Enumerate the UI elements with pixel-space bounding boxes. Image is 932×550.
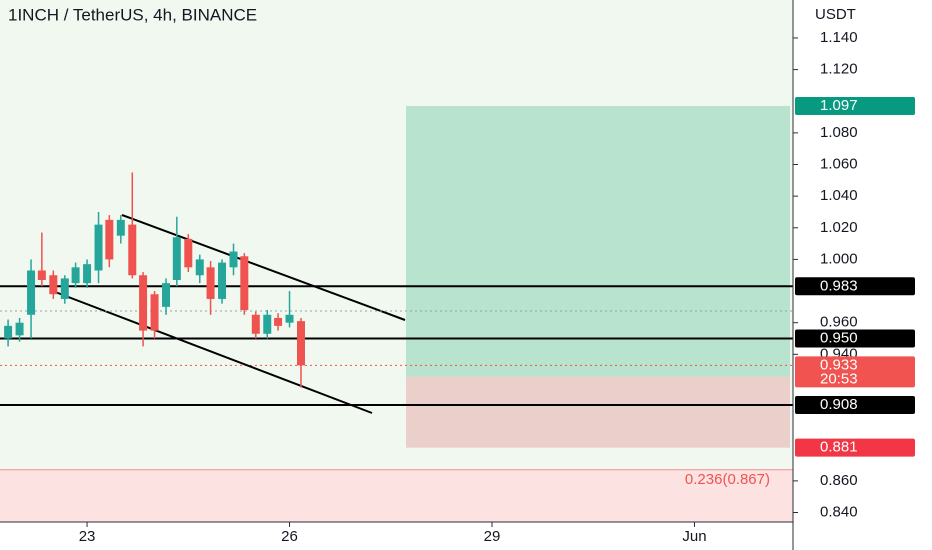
candle-body: [128, 224, 137, 276]
candle-body: [71, 267, 80, 284]
stop-tag: [795, 438, 915, 457]
position-profit-zone: [406, 105, 790, 377]
time-axis: [0, 522, 793, 550]
candle-body: [105, 219, 114, 260]
y-tick-label: 1.120: [820, 61, 858, 78]
y-tick-label: 1.080: [820, 124, 858, 141]
level-tag-label: 0.950: [820, 329, 858, 346]
candle-body: [274, 317, 283, 326]
level-tag: [795, 395, 915, 414]
candle-body: [37, 270, 46, 280]
x-tick-label: 23: [79, 528, 96, 545]
last-price-tag-label: 0.933: [820, 356, 858, 373]
candle-body: [162, 283, 171, 307]
candle-body: [60, 278, 69, 299]
candle-body: [4, 325, 13, 339]
stop-tag-label: 0.881: [820, 439, 858, 456]
trend-line-lower: [49, 289, 373, 414]
level-tag-label: 0.983: [820, 277, 858, 294]
trend-line-upper: [121, 214, 406, 321]
candle-body: [229, 251, 238, 268]
level-tag: [795, 329, 915, 348]
position-loss-zone: [406, 376, 790, 448]
candle-body: [27, 270, 36, 315]
x-tick-label: 26: [281, 528, 298, 545]
candle-body: [150, 294, 159, 331]
candle-body: [251, 314, 260, 334]
x-tick-label: Jun: [682, 528, 706, 545]
candle-body: [285, 314, 294, 323]
candle-body: [195, 259, 204, 276]
candle-body: [15, 322, 24, 336]
target-tag: [795, 96, 915, 115]
candle-body: [263, 314, 272, 334]
level-tag-label: 0.908: [820, 396, 858, 413]
target-tag-label: 1.097: [820, 97, 858, 114]
chart-title: 1INCH / TetherUS, 4h, BINANCE: [8, 5, 257, 24]
fib-zone: [0, 469, 793, 522]
candle-body: [184, 238, 193, 268]
candle-body: [240, 256, 249, 311]
candle-body: [94, 224, 103, 271]
y-tick-label: 1.020: [820, 219, 858, 236]
x-tick-label: 29: [484, 528, 501, 545]
candle-body: [49, 275, 58, 295]
y-tick-label: 0.860: [820, 472, 858, 489]
candle-body: [206, 267, 215, 299]
y-tick-label: 1.060: [820, 155, 858, 172]
candle-body: [139, 275, 148, 331]
y-tick-label: 1.040: [820, 187, 858, 204]
candle-body: [116, 219, 125, 236]
candle-body: [172, 237, 181, 280]
currency-label: USDT: [815, 6, 856, 23]
y-tick-label: 0.960: [820, 314, 858, 331]
countdown-label: 20:53: [820, 370, 858, 387]
candle-body: [218, 262, 227, 299]
last-price-tag: [795, 356, 915, 388]
level-tag: [795, 277, 915, 296]
candle-body: [297, 321, 306, 366]
y-tick-label: 0.840: [820, 503, 858, 520]
fib-label: 0.236(0.867): [685, 471, 770, 488]
candle-body: [83, 264, 92, 284]
y-tick-label: 1.000: [820, 250, 858, 267]
price-axis: [793, 0, 932, 550]
y-tick-label: 1.140: [820, 29, 858, 46]
